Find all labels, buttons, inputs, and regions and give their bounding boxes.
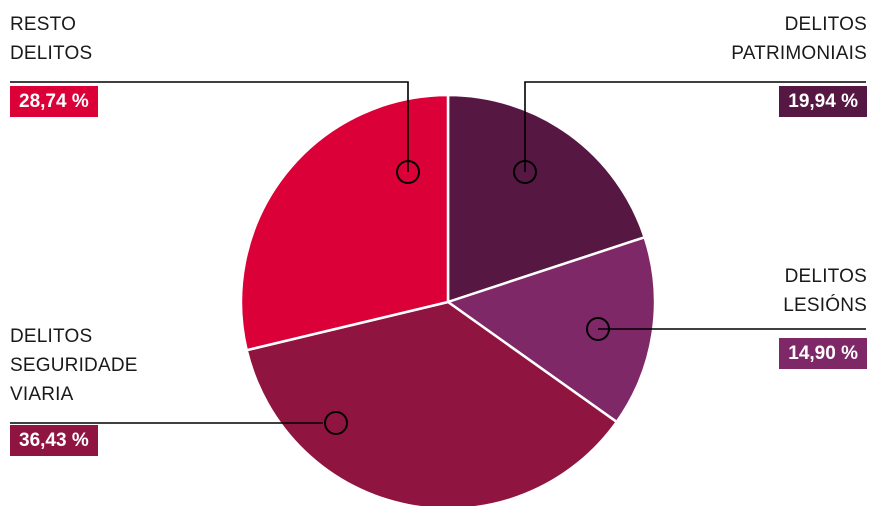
marker-resto-delitos — [396, 160, 420, 184]
value-badge-delitos-lesions: 14,90 % — [779, 338, 867, 369]
label-delitos-lesions: DELITOS LESIÓNS — [783, 266, 867, 316]
leader-lines — [10, 81, 866, 435]
value-badge-delitos-seguridade-viaria: 36,43 % — [10, 425, 98, 456]
slice-delitos-patrimoniais — [446, 93, 646, 304]
slice-delitos-lesions — [446, 236, 657, 424]
label-delitos-seguridade-viaria: DELITOS SEGURIDADE VIARIA — [10, 326, 138, 405]
leader-line — [524, 81, 866, 172]
label-resto-delitos: RESTO DELITOS — [10, 14, 93, 64]
label-delitos-patrimoniais: DELITOS PATRIMONIAIS — [731, 14, 867, 64]
marker-delitos-patrimoniais — [513, 160, 537, 184]
value-badge-delitos-patrimoniais: 19,94 % — [779, 86, 867, 117]
value-badge-resto-delitos: 28,74 % — [10, 86, 98, 117]
pie-slices — [239, 93, 657, 506]
slice-delitos-seguridade-viaria — [245, 300, 618, 506]
leader-line — [10, 81, 409, 172]
slice-resto-delitos — [239, 93, 450, 352]
marker-delitos-lesions — [586, 317, 610, 341]
marker-delitos-seguridade-viaria — [324, 411, 348, 435]
